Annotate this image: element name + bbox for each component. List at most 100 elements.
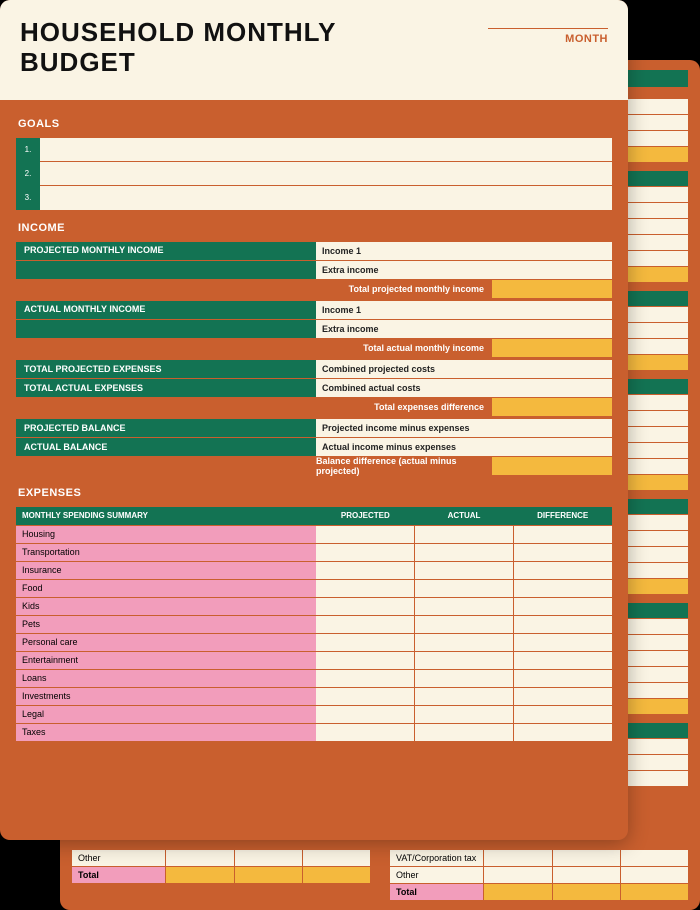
expense-projected[interactable]	[316, 688, 414, 705]
expense-name: Food	[16, 580, 316, 597]
expense-row: Entertainment	[16, 652, 612, 669]
expense-difference	[514, 724, 612, 741]
eh-difference: DIFFERENCE	[513, 507, 612, 525]
expense-actual[interactable]	[415, 580, 513, 597]
expense-actual[interactable]	[415, 616, 513, 633]
actual-income1-label: Income 1	[316, 301, 496, 319]
expense-actual[interactable]	[415, 670, 513, 687]
expense-projected[interactable]	[316, 616, 414, 633]
expense-row: Kids	[16, 598, 612, 615]
expense-row: Transportation	[16, 544, 612, 561]
expense-row: Legal	[16, 706, 612, 723]
expense-projected[interactable]	[316, 544, 414, 561]
goal-num: 3.	[16, 186, 40, 210]
aime-label: Actual income minus expenses	[316, 438, 612, 456]
income1-label: Income 1	[316, 242, 496, 260]
month-block: MONTH	[488, 28, 608, 45]
expense-projected[interactable]	[316, 670, 414, 687]
expense-difference	[514, 526, 612, 543]
expense-actual[interactable]	[415, 544, 513, 561]
expense-row: Housing	[16, 526, 612, 543]
expense-name: Kids	[16, 598, 316, 615]
expense-actual[interactable]	[415, 706, 513, 723]
eh-summary: MONTHLY SPENDING SUMMARY	[16, 507, 316, 525]
bd-value	[492, 457, 612, 475]
expense-projected[interactable]	[316, 598, 414, 615]
back-stub: Other Total VAT/Corporation tax Other To…	[60, 849, 700, 910]
expense-actual[interactable]	[415, 526, 513, 543]
expense-projected[interactable]	[316, 652, 414, 669]
page-front: HOUSEHOLD MONTHLY BUDGET MONTH GOALS 1. …	[0, 0, 628, 840]
expense-difference	[514, 580, 612, 597]
expense-name: Entertainment	[16, 652, 316, 669]
income-label: INCOME	[18, 222, 612, 234]
expense-row: Insurance	[16, 562, 612, 579]
expense-difference	[514, 634, 612, 651]
actual-income1-value[interactable]	[496, 301, 612, 319]
expense-difference	[514, 616, 612, 633]
goal-num: 1.	[16, 138, 40, 162]
expense-row: Loans	[16, 670, 612, 687]
expense-projected[interactable]	[316, 634, 414, 651]
ted-value	[492, 398, 612, 416]
expense-name: Personal care	[16, 634, 316, 651]
expense-row: Taxes	[16, 724, 612, 741]
total-projected-expenses-label: TOTAL PROJECTED EXPENSES	[16, 360, 316, 378]
income-grid: PROJECTED MONTHLY INCOME Income 1 Extra …	[16, 242, 612, 475]
expense-name: Housing	[16, 526, 316, 543]
total-projected-income-label: Total projected monthly income	[316, 280, 492, 298]
expense-name: Transportation	[16, 544, 316, 561]
expense-actual[interactable]	[415, 598, 513, 615]
expenses-label: EXPENSES	[18, 487, 612, 499]
expense-difference	[514, 598, 612, 615]
expense-name: Legal	[16, 706, 316, 723]
extra-income-label: Extra income	[316, 261, 496, 279]
cac-label: Combined actual costs	[316, 379, 612, 397]
actual-extra-value[interactable]	[496, 320, 612, 338]
total-actual-income-value	[492, 339, 612, 357]
bd-label: Balance difference (actual minus project…	[316, 457, 492, 475]
actual-income-label: ACTUAL MONTHLY INCOME	[16, 301, 316, 319]
goals-label: GOALS	[18, 118, 612, 130]
expense-name: Investments	[16, 688, 316, 705]
expense-row: Food	[16, 580, 612, 597]
expense-name: Insurance	[16, 562, 316, 579]
expense-projected[interactable]	[316, 580, 414, 597]
total-projected-income-value	[492, 280, 612, 298]
ted-label: Total expenses difference	[316, 398, 492, 416]
expenses-header: MONTHLY SPENDING SUMMARY PROJECTED ACTUA…	[16, 507, 612, 525]
total-actual-income-label: Total actual monthly income	[316, 339, 492, 357]
total-actual-expenses-label: TOTAL ACTUAL EXPENSES	[16, 379, 316, 397]
goal-row[interactable]	[40, 138, 612, 162]
eh-projected: PROJECTED	[316, 507, 415, 525]
expense-difference	[514, 670, 612, 687]
expense-difference	[514, 544, 612, 561]
expense-actual[interactable]	[415, 652, 513, 669]
expense-projected[interactable]	[316, 526, 414, 543]
expense-row: Personal care	[16, 634, 612, 651]
expense-name: Pets	[16, 616, 316, 633]
expense-projected[interactable]	[316, 706, 414, 723]
expense-difference	[514, 706, 612, 723]
expenses-rows: HousingTransportationInsuranceFoodKidsPe…	[16, 526, 612, 741]
header: HOUSEHOLD MONTHLY BUDGET MONTH	[0, 0, 628, 100]
expense-name: Taxes	[16, 724, 316, 741]
cpc-label: Combined projected costs	[316, 360, 612, 378]
expense-difference	[514, 652, 612, 669]
goal-row[interactable]	[40, 162, 612, 186]
pime-label: Projected income minus expenses	[316, 419, 612, 437]
page-title: HOUSEHOLD MONTHLY BUDGET	[20, 18, 608, 78]
expense-actual[interactable]	[415, 562, 513, 579]
goal-row[interactable]	[40, 186, 612, 210]
expense-actual[interactable]	[415, 688, 513, 705]
expense-projected[interactable]	[316, 562, 414, 579]
projected-income-label: PROJECTED MONTHLY INCOME	[16, 242, 316, 260]
extra-income-value[interactable]	[496, 261, 612, 279]
expense-actual[interactable]	[415, 724, 513, 741]
expense-difference	[514, 688, 612, 705]
expense-difference	[514, 562, 612, 579]
income1-value[interactable]	[496, 242, 612, 260]
expense-projected[interactable]	[316, 724, 414, 741]
expense-actual[interactable]	[415, 634, 513, 651]
eh-actual: ACTUAL	[415, 507, 514, 525]
